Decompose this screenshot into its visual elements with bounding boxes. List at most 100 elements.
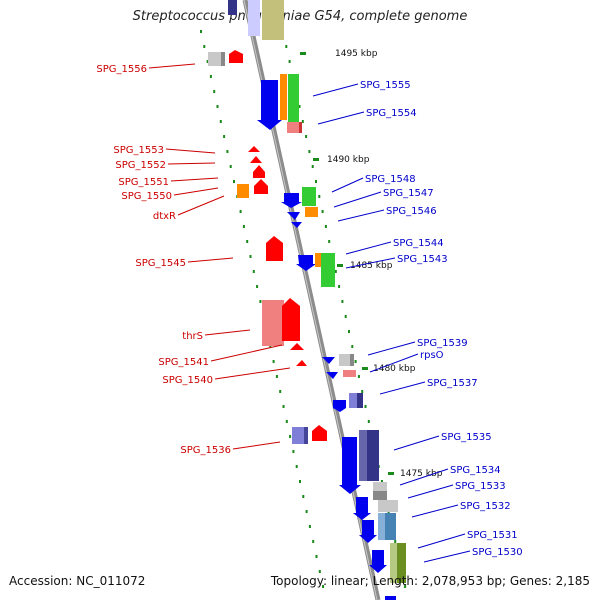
genome-title: Streptococcus pneumoniae G54, complete g…: [132, 9, 468, 24]
gene-label-right[interactable]: SPG_1535: [441, 432, 492, 443]
gene-arrow[interactable]: [369, 550, 387, 573]
gene-arrow[interactable]: [250, 156, 262, 163]
leader-line: [337, 209, 385, 222]
gene-block[interactable]: [288, 74, 299, 124]
leader-line: [232, 441, 281, 450]
gene-block[interactable]: [343, 370, 356, 377]
left-gene-labels: SPG_1556 SPG_1553 SPG_1552 SPG_1551 SPG_1550…: [96, 63, 291, 456]
leader-line: [423, 550, 471, 563]
gene-block[interactable]: [262, 0, 284, 40]
gene-label-left[interactable]: SPG_1541: [158, 357, 209, 368]
scale-label: 1475 kbp: [400, 469, 443, 479]
leader-line: [345, 241, 392, 255]
gene-label-right[interactable]: SPG_1533: [455, 481, 506, 492]
leader-line: [411, 504, 459, 518]
right-genes: [257, 74, 406, 600]
gene-label-left[interactable]: SPG_1552: [115, 160, 166, 171]
scale-label: 1485 kbp: [350, 261, 393, 271]
gene-block[interactable]: [292, 427, 307, 444]
gene-label-left[interactable]: dtxR: [153, 211, 176, 222]
gene-label-right[interactable]: SPG_1544: [393, 238, 444, 249]
leader-line: [165, 148, 216, 154]
leader-line: [417, 533, 466, 549]
gene-label-left[interactable]: SPG_1540: [162, 375, 213, 386]
topology-label: Topology: linear; Length: 2,078,953 bp; …: [270, 574, 590, 588]
gene-arrow[interactable]: [266, 236, 283, 261]
gene-block[interactable]: [237, 184, 249, 198]
gene-arrow[interactable]: [333, 400, 346, 412]
gene-label-right[interactable]: SPG_1534: [450, 465, 501, 476]
gene-arrow[interactable]: [257, 80, 282, 130]
scale-label: 1490 kbp: [327, 155, 370, 165]
gene-arrow[interactable]: [254, 179, 268, 194]
gene-block[interactable]: [321, 253, 335, 287]
gene-arrow[interactable]: [359, 520, 377, 543]
gene-label-right[interactable]: SPG_1543: [397, 254, 448, 265]
scale-label: 1495 kbp: [335, 49, 378, 59]
gene-arrow[interactable]: [312, 425, 327, 441]
gene-label-right[interactable]: SPG_1554: [366, 108, 417, 119]
leader-line: [393, 435, 440, 451]
gene-arrow[interactable]: [290, 343, 304, 350]
leader-line: [331, 177, 364, 193]
gene-arrow[interactable]: [353, 497, 371, 520]
gene-label-left[interactable]: SPG_1556: [96, 64, 147, 75]
gene-label-right[interactable]: SPG_1537: [427, 378, 478, 389]
gene-label-right[interactable]: SPG_1547: [383, 188, 434, 199]
gene-label-right[interactable]: SPG_1532: [460, 501, 511, 512]
gene-label-left[interactable]: SPG_1550: [121, 191, 172, 202]
leader-line: [312, 83, 359, 97]
leader-line: [333, 191, 382, 208]
gene-label-right[interactable]: SPG_1548: [365, 174, 416, 185]
gene-block[interactable]: [315, 253, 324, 267]
gene-arrow[interactable]: [281, 193, 302, 208]
gene-arrow[interactable]: [287, 212, 300, 220]
gene-block[interactable]: [339, 354, 353, 366]
gene-label-left[interactable]: thrS: [182, 331, 203, 342]
gene-block[interactable]: [287, 122, 301, 133]
track-dots: [200, 30, 407, 588]
gene-block[interactable]: [208, 52, 224, 66]
leader-line: [379, 381, 426, 395]
scale-tick: [300, 52, 306, 55]
gene-arrow[interactable]: [322, 357, 335, 364]
gene-arrow[interactable]: [296, 360, 307, 366]
gene-arrow[interactable]: [291, 222, 302, 228]
gene-arrow[interactable]: [326, 372, 338, 379]
gene-label-right[interactable]: SPG_1539: [417, 338, 468, 349]
gene-label-left[interactable]: SPG_1553: [113, 145, 164, 156]
leader-line: [317, 111, 365, 125]
left-genes: [208, 50, 327, 444]
gene-label-left[interactable]: SPG_1551: [118, 177, 169, 188]
gene-label-right[interactable]: SPG_1531: [467, 530, 518, 541]
gene-block[interactable]: [305, 207, 318, 217]
gene-arrow[interactable]: [282, 298, 300, 341]
gene-arrow[interactable]: [339, 437, 361, 494]
leader-line: [204, 329, 251, 336]
accession-label: Accession: NC_011072: [9, 574, 146, 588]
scale-bar: 1495 kbp 1490 kbp 1485 kbp 1480 kbp 1475 kbp: [300, 49, 443, 479]
gene-arrow[interactable]: [248, 146, 260, 152]
leader-line: [177, 195, 225, 216]
right-gene-labels: SPG_1555 SPG_1554 SPG_1548 SPG_1547 SPG_1546…: [312, 80, 523, 563]
gene-arrow[interactable]: [296, 255, 316, 271]
gene-block[interactable]: [228, 0, 237, 15]
gene-label-left[interactable]: SPG_1545: [135, 258, 186, 269]
leader-line: [167, 162, 216, 165]
gene-block[interactable]: [302, 187, 316, 206]
gene-label-right[interactable]: rpsO: [420, 350, 444, 361]
leader-line: [369, 353, 419, 373]
gene-block[interactable]: [378, 500, 398, 512]
gene-label-right[interactable]: SPG_1546: [386, 206, 437, 217]
leader-line: [148, 63, 196, 69]
gene-label-right[interactable]: SPG_1530: [472, 547, 523, 558]
gene-arrow[interactable]: [253, 165, 265, 178]
leader-line: [407, 484, 454, 499]
gene-arrow[interactable]: [229, 50, 243, 63]
gene-label-left[interactable]: SPG_1536: [180, 445, 231, 456]
gene-arrow[interactable]: [385, 596, 396, 600]
gene-block[interactable]: [262, 300, 284, 346]
gene-label-right[interactable]: SPG_1555: [360, 80, 411, 91]
